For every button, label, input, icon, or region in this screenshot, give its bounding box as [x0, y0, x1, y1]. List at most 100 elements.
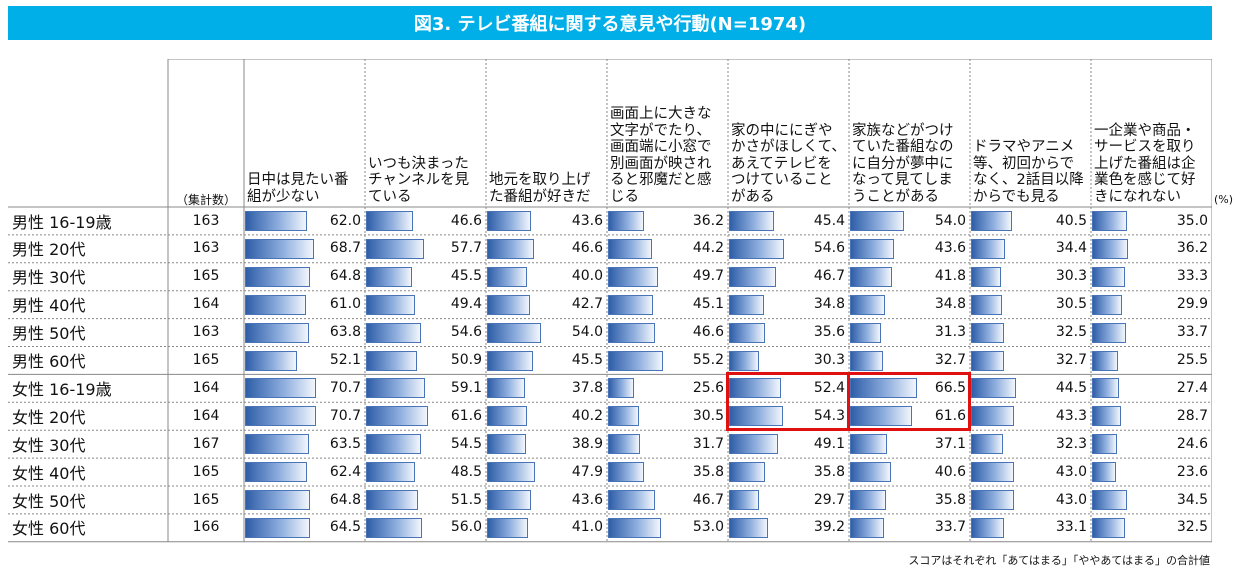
data-label: 45.1 [692, 296, 724, 313]
data-label: 49.7 [692, 268, 724, 285]
data-label: 51.5 [450, 491, 482, 508]
data-bar [366, 517, 422, 538]
data-bar [971, 266, 1002, 287]
n-count: 165 [192, 491, 220, 508]
data-bar [366, 266, 412, 287]
data-bar [608, 322, 655, 343]
data-bar [850, 434, 888, 455]
data-label: 61.0 [329, 296, 361, 313]
data-label: 54.5 [450, 435, 482, 452]
data-label: 25.6 [692, 379, 724, 396]
data-label: 54.6 [450, 324, 482, 341]
data-bar [245, 517, 310, 538]
data-label: 46.6 [571, 240, 603, 257]
n-column-header: （集計数） [175, 193, 236, 207]
data-bar [366, 322, 421, 343]
data-bar [850, 322, 882, 343]
data-label: 43.6 [571, 212, 603, 229]
data-bar [487, 294, 530, 315]
n-count: 164 [192, 407, 220, 424]
n-count: 164 [192, 296, 220, 313]
data-bar [971, 462, 1014, 483]
data-bar [729, 266, 776, 287]
data-label: 24.6 [1176, 435, 1208, 452]
row-label: 男性 50代 [12, 324, 86, 344]
data-label: 34.5 [1176, 491, 1208, 508]
column-header: 家族などがつけていた番組なのに自分が夢中になって見てしまうことがある [852, 122, 954, 205]
data-bar [971, 517, 1005, 538]
data-label: 43.6 [934, 240, 966, 257]
data-bar [1092, 238, 1129, 259]
row-label: 女性 50代 [12, 491, 86, 511]
data-label: 33.3 [1176, 268, 1208, 285]
n-count: 165 [192, 268, 220, 285]
data-bar [487, 517, 528, 538]
data-bar [850, 378, 917, 399]
data-bar [850, 490, 886, 510]
column-header: いつも決まったチャンネルを見ている [368, 155, 470, 205]
data-label: 29.7 [813, 491, 845, 508]
data-bar [366, 378, 426, 399]
data-bar [608, 294, 654, 315]
data-bar [1092, 266, 1126, 287]
n-count: 163 [192, 324, 220, 341]
data-label: 64.8 [329, 268, 361, 285]
data-label: 54.3 [813, 407, 845, 424]
data-label: 40.6 [934, 463, 966, 480]
data-label: 70.7 [329, 407, 361, 424]
data-label: 38.9 [571, 435, 603, 452]
data-label: 32.3 [1055, 435, 1087, 452]
data-label: 70.7 [329, 379, 361, 396]
data-label: 42.7 [571, 296, 603, 313]
data-bar [487, 211, 531, 231]
data-table: （集計数） 日中は見たい番組が少ない いつも決まったチャンネルを見ている 地元を取り… [8, 59, 1212, 546]
data-bar [245, 406, 316, 427]
data-bar [850, 350, 883, 371]
row-label: 男性 40代 [12, 296, 86, 316]
data-label: 50.9 [450, 352, 482, 368]
data-label: 44.5 [1055, 379, 1087, 396]
data-bar [366, 406, 428, 427]
column-header: 日中は見たい番組が少ない [247, 172, 349, 205]
data-label: 28.7 [1176, 407, 1208, 424]
data-bar [487, 406, 528, 427]
data-label: 27.4 [1176, 379, 1208, 396]
data-bar [971, 322, 1004, 343]
data-bar [971, 406, 1015, 427]
column-header: 地元を取り上げた番組が好きだ [489, 172, 591, 205]
row-label: 男性 60代 [12, 352, 86, 371]
data-bar [608, 517, 661, 538]
data-label: 64.8 [329, 491, 361, 508]
data-label: 43.6 [571, 491, 603, 508]
data-label: 35.0 [1176, 212, 1208, 229]
data-bar [729, 406, 784, 427]
data-bar [245, 490, 310, 510]
data-label: 45.5 [450, 268, 482, 285]
data-label: 53.0 [692, 519, 724, 536]
column-header: 画面上に大きな文字がでたり、画面端に小窓で別画面が映されると邪魔だと感じる [610, 106, 712, 205]
data-bar [366, 462, 415, 483]
data-label: 63.5 [329, 435, 361, 452]
data-label: 31.3 [934, 324, 966, 341]
data-label: 56.0 [450, 519, 482, 536]
data-bar [850, 406, 912, 427]
row-label: 女性 60代 [12, 519, 86, 539]
row-label: 女性 40代 [12, 463, 86, 483]
data-label: 31.7 [692, 435, 724, 452]
data-label: 40.5 [1055, 212, 1087, 229]
data-label: 61.6 [450, 407, 482, 424]
data-bar [366, 350, 417, 371]
data-bar [971, 238, 1006, 259]
data-label: 52.4 [813, 379, 845, 396]
n-count: 165 [192, 352, 220, 368]
data-bar [971, 211, 1012, 231]
data-bar [850, 462, 891, 483]
n-count: 163 [192, 240, 220, 257]
data-bar [1092, 434, 1117, 455]
n-count: 165 [192, 463, 220, 480]
data-bar [1092, 490, 1127, 510]
data-label: 48.5 [450, 463, 482, 480]
data-bar [850, 266, 892, 287]
row-label: 女性 30代 [12, 435, 86, 455]
data-bar [608, 238, 653, 259]
